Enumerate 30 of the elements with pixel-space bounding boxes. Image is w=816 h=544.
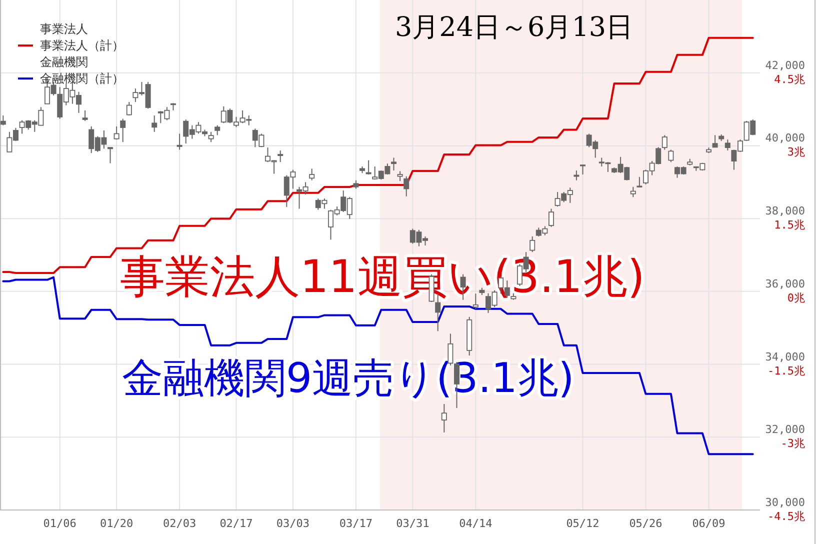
x-tick-label: 04/14	[459, 517, 493, 530]
x-tick-label: 02/03	[162, 517, 196, 530]
x-tick-label: 03/03	[276, 517, 310, 530]
x-tick-label: 06/09	[692, 517, 726, 530]
y2-tick-label: -3兆	[780, 437, 805, 450]
y-tick-label: 32,000	[765, 423, 805, 436]
y-tick-label: 40,000	[765, 132, 805, 145]
x-tick-label: 01/20	[100, 517, 134, 530]
y-tick-label: 36,000	[765, 277, 805, 290]
legend-label: 金融機関（計）	[40, 72, 124, 86]
y-tick-label: 34,000	[765, 350, 805, 364]
x-tick-label: 01/06	[43, 517, 76, 530]
annotation: 3月24日～6月13日	[395, 12, 634, 43]
x-tick-label: 03/17	[339, 517, 373, 530]
y2-tick-label: 1.5兆	[774, 218, 805, 232]
y-tick-label: 42,000	[765, 58, 805, 72]
y2-tick-label: 4.5兆	[774, 72, 805, 86]
y2-tick-label: 0兆	[787, 291, 805, 304]
x-tick-label: 05/26	[629, 517, 662, 530]
x-tick-label: 03/31	[396, 517, 430, 530]
y2-tick-label: -4.5兆	[768, 510, 805, 523]
annotation: 金融機関	[40, 55, 88, 69]
legend-label: 事業法人（計）	[40, 38, 124, 52]
annotation: 事業法人	[40, 22, 88, 36]
x-tick-label: 02/17	[220, 517, 253, 530]
y2-tick-label: 3兆	[787, 146, 805, 159]
x-tick-label: 05/12	[566, 517, 600, 530]
y-tick-label: 38,000	[765, 204, 805, 218]
y2-tick-label: -1.5兆	[768, 364, 805, 378]
y-tick-label: 30,000	[765, 496, 805, 509]
